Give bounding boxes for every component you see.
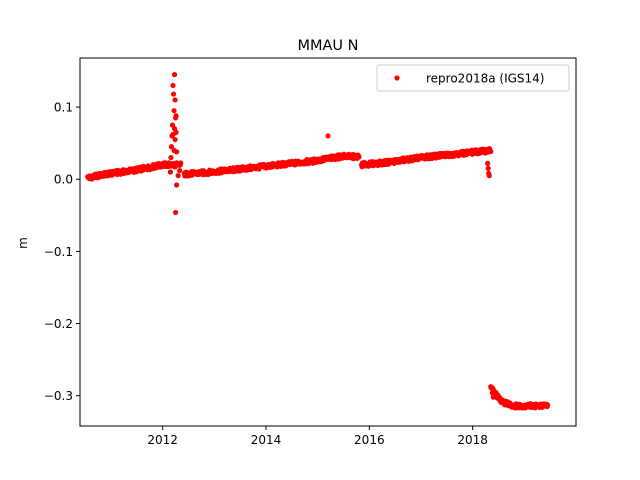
data-point: [171, 126, 178, 132]
legend-marker: [394, 75, 400, 81]
chart-title: MMAU N: [297, 38, 358, 54]
data-point: [167, 169, 174, 175]
data-point: [488, 384, 494, 390]
plot-frame: [79, 57, 577, 427]
data-point: [171, 147, 177, 153]
x-tick-label: 2016: [354, 433, 385, 447]
data-layer: [85, 72, 551, 411]
data-point: [486, 173, 492, 179]
data-point: [172, 136, 178, 143]
data-point: [485, 160, 491, 166]
y-axis-label: m: [16, 237, 30, 249]
x-tick-label: 2012: [147, 433, 178, 447]
y-tick-label: −0.3: [44, 389, 73, 403]
legend: repro2018a (IGS14): [376, 64, 570, 92]
data-point: [174, 182, 180, 188]
y-tick-label: 0.0: [54, 173, 73, 187]
data-point: [177, 167, 183, 174]
data-point: [175, 173, 181, 179]
y-tick-label: −0.2: [44, 317, 73, 331]
x-tick-label: 2014: [251, 433, 282, 447]
data-point: [174, 160, 180, 166]
data-point: [170, 91, 177, 97]
data-point: [170, 131, 176, 138]
data-point: [168, 144, 175, 150]
y-tick-label: 0.1: [54, 101, 73, 115]
legend-box: [376, 64, 570, 92]
data-point: [171, 72, 178, 78]
y-axis: 0.1 0.0 −0.1 −0.2 −0.3: [44, 101, 80, 403]
data-point: [172, 209, 179, 216]
y-tick-label: −0.1: [44, 245, 73, 259]
data-point: [170, 82, 176, 89]
data-point: [171, 108, 177, 114]
data-point: [172, 97, 178, 103]
x-axis: 2012 2014 2016 2018: [147, 426, 488, 447]
data-point: [544, 402, 551, 408]
data-point: [485, 165, 491, 171]
x-tick-label: 2018: [457, 433, 488, 447]
data-point: [325, 133, 331, 139]
data-point: [488, 148, 494, 155]
data-point: [356, 154, 362, 160]
data-point: [173, 113, 179, 119]
data-point: [492, 393, 498, 399]
data-point: [168, 154, 174, 161]
legend-label: repro2018a (IGS14): [426, 72, 544, 86]
